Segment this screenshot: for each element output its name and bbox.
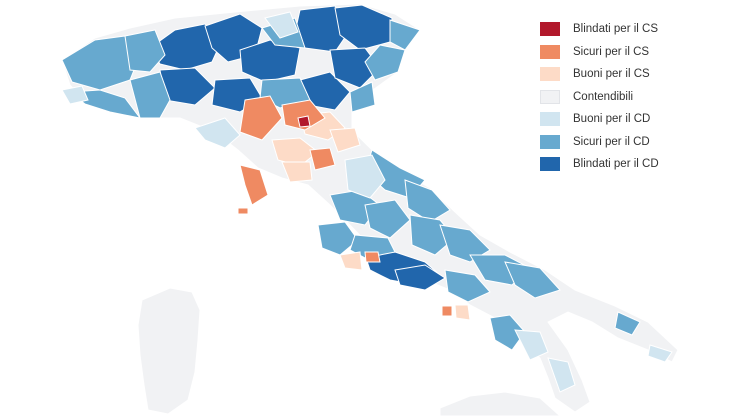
legend-swatch bbox=[540, 44, 560, 59]
district-shape bbox=[547, 357, 576, 393]
legend-item-buoni-cd: Buoni per il CD bbox=[540, 108, 730, 131]
district-shape bbox=[409, 214, 456, 256]
legend-swatch bbox=[540, 134, 560, 149]
district-shape bbox=[647, 344, 673, 363]
legend: Blindati per il CS Sicuri per il CS Buon… bbox=[540, 18, 730, 176]
district-shape bbox=[281, 99, 326, 131]
legend-swatch bbox=[540, 112, 560, 127]
legend-label: Buoni per il CD bbox=[573, 113, 651, 126]
district-shape bbox=[349, 234, 396, 259]
district-shape bbox=[281, 161, 313, 183]
legend-item-sicuri-cd: Sicuri per il CD bbox=[540, 131, 730, 154]
legend-label: Blindati per il CS bbox=[573, 23, 659, 36]
district-shape bbox=[441, 305, 453, 317]
legend-swatch bbox=[540, 22, 560, 37]
legend-label: Contendibili bbox=[573, 90, 634, 103]
legend-item-sicuri-cs: Sicuri per il CS bbox=[540, 41, 730, 64]
district-shape bbox=[364, 44, 406, 81]
legend-swatch bbox=[540, 67, 560, 82]
district-shape bbox=[504, 261, 561, 299]
district-shape bbox=[404, 179, 451, 223]
district-shape bbox=[364, 199, 411, 239]
district-shape bbox=[454, 304, 471, 321]
sicily-corner-shape bbox=[439, 391, 561, 416]
legend-label: Sicuri per il CS bbox=[573, 45, 650, 58]
sardinia-shape bbox=[137, 287, 201, 415]
legend-item-contendibili: Contendibili bbox=[540, 86, 730, 109]
legend-item-buoni-cs: Buoni per il CS bbox=[540, 63, 730, 86]
regions-buoni-cs bbox=[271, 111, 471, 321]
legend-label: Sicuri per il CD bbox=[573, 135, 650, 148]
legend-swatch bbox=[540, 89, 560, 104]
district-shape bbox=[309, 147, 336, 171]
district-shape bbox=[394, 264, 446, 291]
legend-label: Blindati per il CD bbox=[573, 158, 659, 171]
district-shape bbox=[489, 314, 526, 351]
district-shape bbox=[124, 29, 166, 73]
district-shape bbox=[271, 137, 319, 167]
district-shape bbox=[317, 221, 359, 256]
district-shape bbox=[61, 85, 89, 105]
regions-buoni-cd bbox=[61, 11, 673, 393]
district-shape bbox=[364, 251, 381, 263]
district-shape bbox=[129, 71, 171, 119]
district-shape bbox=[344, 154, 386, 199]
district-shape bbox=[239, 39, 301, 83]
regions-blindati-cs bbox=[297, 115, 311, 128]
regions-sicuri-cs bbox=[237, 95, 453, 317]
district-shape bbox=[514, 329, 549, 361]
district-shape bbox=[297, 115, 311, 128]
district-shape bbox=[264, 11, 299, 39]
district-shape bbox=[329, 127, 361, 153]
legend-item-blindati-cs: Blindati per il CS bbox=[540, 18, 730, 41]
district-shape bbox=[239, 164, 269, 206]
district-shape bbox=[349, 81, 376, 113]
district-shape bbox=[329, 47, 381, 89]
district-shape bbox=[237, 207, 249, 215]
district-shape bbox=[339, 251, 363, 271]
district-shape bbox=[614, 311, 641, 336]
legend-swatch bbox=[540, 157, 560, 172]
district-shape bbox=[239, 95, 283, 141]
legend-label: Buoni per il CS bbox=[573, 68, 650, 81]
district-shape bbox=[194, 117, 241, 149]
district-shape bbox=[444, 269, 491, 303]
legend-item-blindati-cd: Blindati per il CD bbox=[540, 153, 730, 176]
